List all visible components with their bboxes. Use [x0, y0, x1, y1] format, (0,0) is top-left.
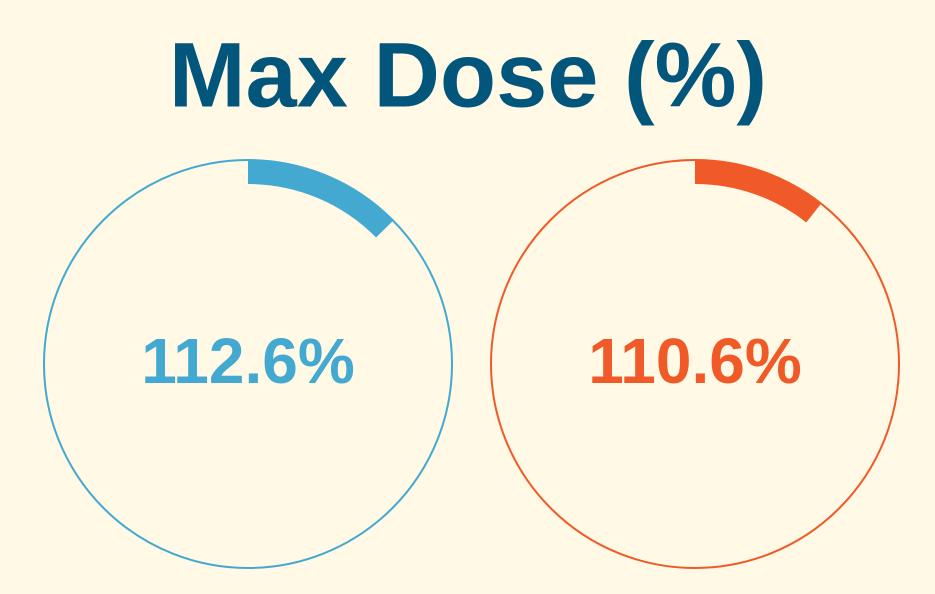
gauge-label: 110.6% [588, 325, 802, 397]
gauge-label: 112.6% [141, 325, 355, 397]
chart-title: Max Dose (%) [169, 24, 767, 126]
gauge-arc [247, 160, 394, 238]
gauge-arc [694, 160, 822, 223]
